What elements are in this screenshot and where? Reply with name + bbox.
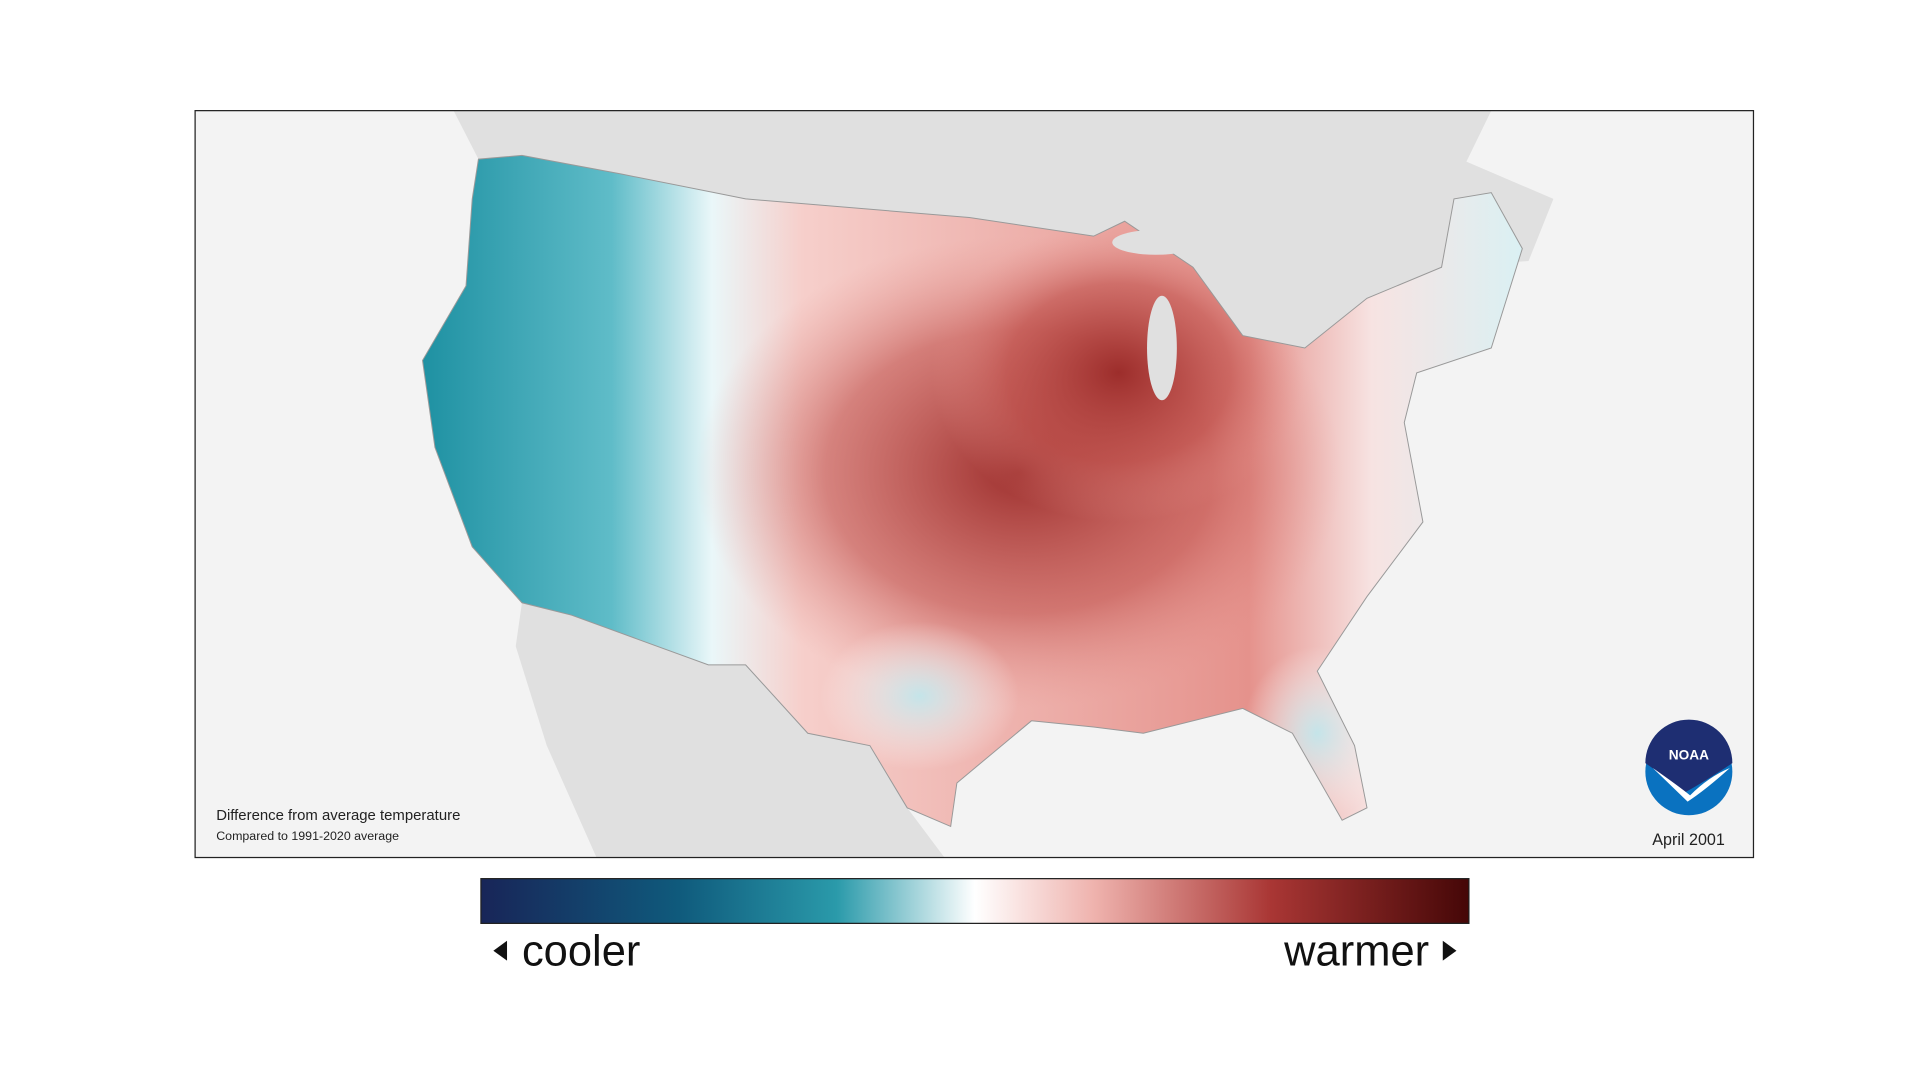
map: Difference from average temperature Comp…: [195, 110, 1754, 858]
map-frame: [194, 110, 1755, 859]
lake-michigan: [1147, 295, 1177, 401]
date-label: April 2001: [1652, 831, 1725, 849]
caption-subtitle: Compared to 1991-2020 average: [216, 829, 399, 843]
caption-title: Difference from average temperature: [216, 808, 460, 824]
arrow-right: [1442, 940, 1457, 961]
legend-high-label: warmer: [1283, 928, 1429, 976]
lake-superior: [1112, 229, 1200, 255]
logo-text: NOAA: [1669, 747, 1709, 762]
mexico: [515, 602, 945, 858]
lake-huron: [1237, 261, 1273, 336]
legend: cooler warmer: [480, 878, 1470, 976]
canada: [453, 110, 1554, 348]
color-bar: [480, 878, 1470, 924]
us-outline: [422, 154, 1523, 828]
arrow-left: [493, 940, 508, 961]
noaa-logo: NOAA: [1645, 719, 1733, 816]
legend-low-label: cooler: [522, 928, 640, 976]
